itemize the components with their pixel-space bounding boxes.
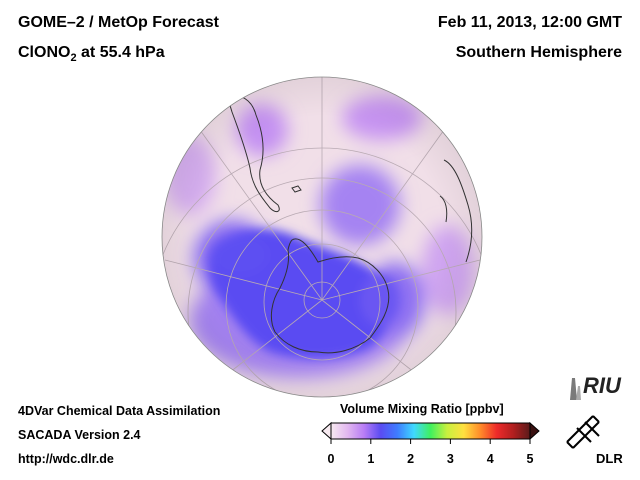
riu-logo-text: RIU: [583, 373, 621, 398]
colorbar-tick-label: 3: [446, 452, 454, 466]
forecast-date: Feb 11, 2013, 12:00 GMT: [437, 14, 622, 31]
species-name: ClONO: [18, 44, 71, 61]
colorbar-tick-label: 0: [327, 452, 335, 466]
colorbar-tick-label: 4: [486, 452, 494, 466]
hemisphere-label: Southern Hemisphere: [455, 44, 622, 61]
assimilation-label: 4DVar Chemical Data Assimilation: [18, 404, 221, 418]
colorbar-tick-label: 1: [367, 452, 375, 466]
riu-logo-icon: [570, 378, 581, 400]
dlr-logo-icon: [566, 415, 600, 449]
version-label: SACADA Version 2.4: [18, 428, 141, 442]
website-link[interactable]: http://wdc.dlr.de: [18, 452, 114, 466]
species-subscript: 2: [70, 52, 77, 65]
colorbar-tick-label: 2: [407, 452, 415, 466]
colorbar-tick-label: 5: [526, 452, 534, 466]
species-level-title: ClONO2 at 55.4 hPa: [18, 44, 165, 64]
product-title: GOME–2 / MetOp Forecast: [18, 14, 219, 31]
pressure-level: at 55.4 hPa: [76, 44, 165, 61]
dlr-logo-text: DLR: [596, 451, 623, 466]
colorbar-title: Volume Mixing Ratio [ppbv]: [340, 402, 504, 416]
